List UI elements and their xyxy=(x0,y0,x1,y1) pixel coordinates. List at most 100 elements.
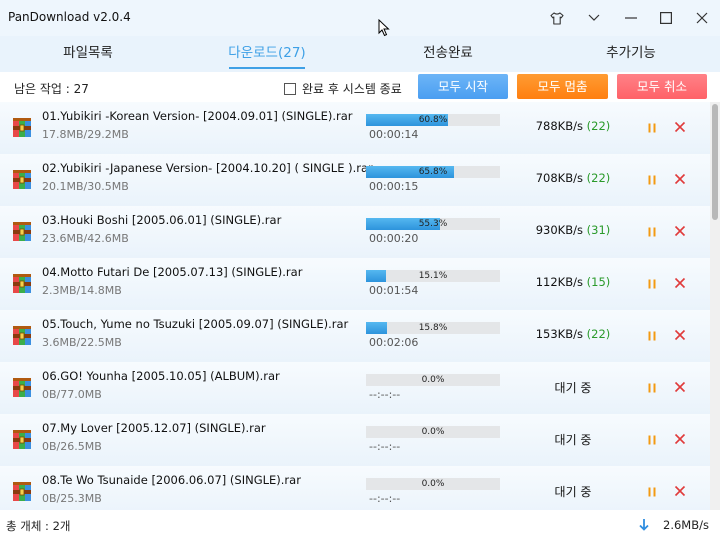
tab-file-list[interactable]: 파일목록 xyxy=(63,45,113,61)
file-name: 03.Houki Boshi [2005.06.01] (SINGLE).rar xyxy=(42,213,282,227)
cancel-icon[interactable] xyxy=(673,328,687,342)
download-row[interactable]: 05.Touch, Yume no Tsuzuki [2005.09.07] (… xyxy=(0,310,710,363)
cancel-icon[interactable] xyxy=(673,120,687,134)
time-remaining: --:--:-- xyxy=(369,388,401,401)
speed-value: 153KB/s xyxy=(535,327,583,341)
minimize-button[interactable] xyxy=(618,6,644,30)
download-speed: 788KB/s (22) xyxy=(520,119,626,133)
download-row[interactable]: 04.Motto Futari De [2005.07.13] (SINGLE)… xyxy=(0,258,710,311)
maximize-button[interactable] xyxy=(653,6,679,30)
tab-downloads[interactable]: 다운로드(27) xyxy=(228,45,306,61)
file-name: 07.My Lover [2005.12.07] (SINGLE).rar xyxy=(42,421,266,435)
pause-icon[interactable] xyxy=(645,121,659,135)
speed-value: 대기 중 xyxy=(554,485,592,499)
time-remaining: 00:00:20 xyxy=(369,232,419,245)
control-bar: 남은 작업 : 27 완료 후 시스템 종료 xyxy=(0,72,720,102)
scrollbar-track[interactable] xyxy=(710,102,720,510)
progress-percent: 0.0% xyxy=(421,427,445,437)
download-arrow-icon xyxy=(639,519,649,531)
download-row[interactable]: 08.Te Wo Tsunaide [2006.06.07] (SINGLE).… xyxy=(0,466,710,510)
file-name: 02.Yubikiri -Japanese Version- [2004.10.… xyxy=(42,161,373,175)
archive-file-icon xyxy=(13,326,31,346)
pause-icon[interactable] xyxy=(645,173,659,187)
file-name: 08.Te Wo Tsunaide [2006.06.07] (SINGLE).… xyxy=(42,473,301,487)
speed-value: 930KB/s xyxy=(535,223,583,237)
app-title: PanDownload v2.0.4 xyxy=(8,10,131,24)
speed-value: 대기 중 xyxy=(554,381,592,395)
cancel-icon[interactable] xyxy=(673,484,687,498)
title-bar: PanDownload v2.0.4 xyxy=(0,0,720,36)
cancel-all-button[interactable]: 모두 취소 xyxy=(617,74,707,99)
file-size: 3.6MB/22.5MB xyxy=(42,336,122,349)
cancel-icon[interactable] xyxy=(673,224,687,238)
archive-file-icon xyxy=(13,222,31,242)
speed-value: 대기 중 xyxy=(554,433,592,447)
download-speed: 대기 중 xyxy=(520,379,626,396)
archive-file-icon xyxy=(13,430,31,450)
archive-file-icon xyxy=(13,482,31,502)
archive-file-icon xyxy=(13,378,31,398)
progress-bar: 60.8% xyxy=(366,114,500,126)
start-all-button[interactable]: 모두 시작 xyxy=(418,74,508,99)
cancel-icon[interactable] xyxy=(673,432,687,446)
download-list: 01.Yubikiri -Korean Version- [2004.09.01… xyxy=(0,102,710,510)
download-speed: 112KB/s (15) xyxy=(520,275,626,289)
progress-bar: 65.8% xyxy=(366,166,500,178)
progress-bar: 15.1% xyxy=(366,270,500,282)
pause-icon[interactable] xyxy=(645,225,659,239)
cancel-icon[interactable] xyxy=(673,172,687,186)
download-speed: 153KB/s (22) xyxy=(520,327,626,341)
progress-percent: 55.3% xyxy=(418,219,448,229)
pause-icon[interactable] xyxy=(645,381,659,395)
time-remaining: 00:02:06 xyxy=(369,336,419,349)
scrollbar-thumb[interactable] xyxy=(712,104,718,220)
progress-fill xyxy=(366,114,448,126)
progress-bar: 0.0% xyxy=(366,426,500,438)
peer-count: (22) xyxy=(586,327,611,341)
download-row[interactable]: 06.GO! Younha [2005.10.05] (ALBUM).rar 0B… xyxy=(0,362,710,415)
pause-icon[interactable] xyxy=(645,277,659,291)
file-name: 04.Motto Futari De [2005.07.13] (SINGLE)… xyxy=(42,265,303,279)
pause-icon[interactable] xyxy=(645,433,659,447)
minimize-icon xyxy=(625,17,637,19)
peer-count: (15) xyxy=(586,275,611,289)
pause-icon[interactable] xyxy=(645,485,659,499)
chevron-down-icon xyxy=(588,14,600,21)
pause-all-button[interactable]: 모두 멈춤 xyxy=(517,74,608,99)
time-remaining: 00:01:54 xyxy=(369,284,419,297)
checkbox-box[interactable] xyxy=(284,82,296,95)
status-bar: 총 개체 : 2개 2.6MB/s xyxy=(0,510,720,540)
download-row[interactable]: 02.Yubikiri -Japanese Version- [2004.10.… xyxy=(0,154,710,207)
tab-completed[interactable]: 전송완료 xyxy=(423,45,473,61)
time-remaining: --:--:-- xyxy=(369,492,401,505)
archive-file-icon xyxy=(13,274,31,294)
file-size: 0B/77.0MB xyxy=(42,388,102,401)
tab-extras[interactable]: 추가기능 xyxy=(606,45,656,61)
peer-count: (22) xyxy=(586,119,611,133)
close-button[interactable] xyxy=(689,6,715,30)
maximize-icon xyxy=(660,12,672,24)
download-row[interactable]: 01.Yubikiri -Korean Version- [2004.09.01… xyxy=(0,102,710,155)
active-tab-indicator xyxy=(229,67,305,69)
progress-fill xyxy=(366,166,455,178)
cancel-icon[interactable] xyxy=(673,276,687,290)
file-size: 23.6MB/42.6MB xyxy=(42,232,129,245)
peer-count: (31) xyxy=(586,223,611,237)
file-size: 2.3MB/14.8MB xyxy=(42,284,122,297)
download-row[interactable]: 07.My Lover [2005.12.07] (SINGLE).rar 0B/… xyxy=(0,414,710,467)
progress-percent: 15.1% xyxy=(418,271,448,281)
menu-dropdown-button[interactable] xyxy=(581,6,607,30)
mouse-cursor-icon xyxy=(378,19,390,37)
download-row[interactable]: 03.Houki Boshi [2005.06.01] (SINGLE).rar… xyxy=(0,206,710,259)
pause-icon[interactable] xyxy=(645,329,659,343)
skin-button[interactable] xyxy=(544,6,570,30)
progress-bar: 55.3% xyxy=(366,218,500,230)
shutdown-checkbox[interactable]: 완료 후 시스템 종료 xyxy=(284,80,402,97)
progress-fill xyxy=(366,322,388,334)
archive-file-icon xyxy=(13,170,31,190)
remaining-tasks: 남은 작업 : 27 xyxy=(14,82,89,96)
cancel-icon[interactable] xyxy=(673,380,687,394)
progress-bar: 15.8% xyxy=(366,322,500,334)
total-speed: 2.6MB/s xyxy=(663,518,709,532)
progress-percent: 0.0% xyxy=(421,375,445,385)
